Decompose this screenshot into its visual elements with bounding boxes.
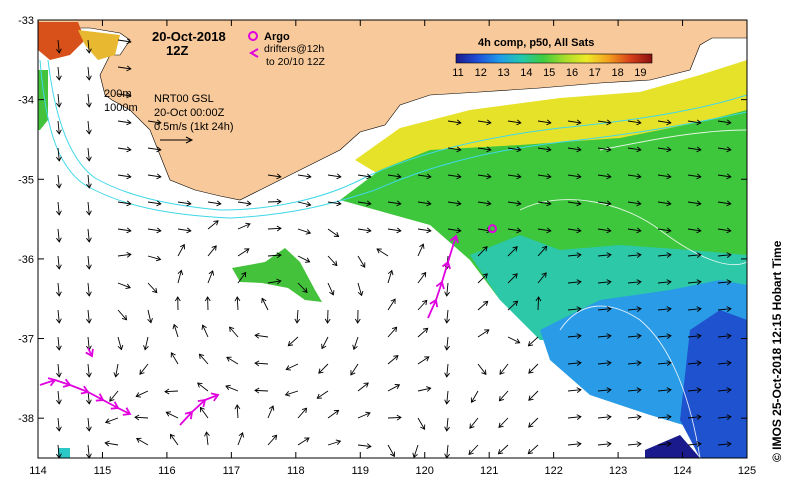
lon-tick-label: 125	[738, 465, 756, 477]
map-date-label: 20-Oct-2018	[152, 29, 226, 44]
lat-tick-label: -36	[18, 254, 34, 266]
map-time-label: 12Z	[166, 43, 188, 58]
source-label: NRT00 GSL	[154, 93, 214, 105]
lon-tick-label: 121	[480, 465, 498, 477]
colorbar-title: 4h comp, p50, All Sats	[478, 37, 594, 49]
colorbar-tick-label: 17	[589, 67, 601, 79]
lat-tick-label: -37	[18, 334, 34, 346]
colorbar-tick-label: 15	[543, 67, 555, 79]
isobath-1000m-label: 1000m	[104, 102, 138, 114]
colorbar-tick-label: 14	[520, 67, 532, 79]
scale-label: 0.5m/s (1kt 24h)	[154, 121, 233, 133]
lon-tick-label: 116	[158, 465, 176, 477]
imos-credit: © IMOS 25-Oct-2018 12:15 Hobart Time	[770, 240, 784, 462]
argo-legend-label: Argo	[264, 31, 290, 43]
lon-tick-label: 119	[351, 465, 369, 477]
current-arrow-shaft	[388, 417, 401, 418]
lat-tick-label: -33	[18, 15, 34, 27]
colorbar-tick-label: 19	[634, 67, 646, 79]
lat-tick-label: -34	[18, 95, 34, 107]
drifter-legend-label-1: drifters@12h	[264, 43, 324, 55]
lon-tick-label: 117	[223, 465, 241, 477]
lon-tick-label: 120	[416, 465, 434, 477]
lon-tick-label: 123	[609, 465, 627, 477]
current-arrow-shaft	[255, 390, 268, 391]
colorbar-gradient	[456, 54, 652, 63]
lon-tick-label: 118	[287, 465, 305, 477]
drifter-legend-label-2: to 20/10 12Z	[266, 56, 326, 68]
lon-tick-label: 115	[94, 465, 112, 477]
colorbar-tick-label: 16	[566, 67, 578, 79]
colorbar-tick-label: 18	[611, 67, 623, 79]
lat-tick-label: -38	[18, 413, 34, 425]
colorbar-tick-label: 11	[452, 67, 463, 79]
colorbar-tick-label: 12	[475, 67, 487, 79]
colorbar-tick-label: 13	[497, 67, 509, 79]
current-arrow-shaft	[538, 297, 539, 310]
colorbar	[456, 54, 652, 63]
lon-tick-label: 124	[673, 465, 691, 477]
lon-tick-label: 114	[29, 465, 47, 477]
colorbar-ticks: 11 12 13 14 15 16 17 18 19	[452, 67, 646, 79]
lat-tick-label: -35	[18, 174, 34, 186]
sst-deep-blue	[680, 310, 747, 458]
isobath-200m-label: 200m	[104, 88, 132, 100]
lon-tick-label: 122	[544, 465, 562, 477]
source-date-label: 20-Oct 00:00Z	[154, 107, 225, 119]
